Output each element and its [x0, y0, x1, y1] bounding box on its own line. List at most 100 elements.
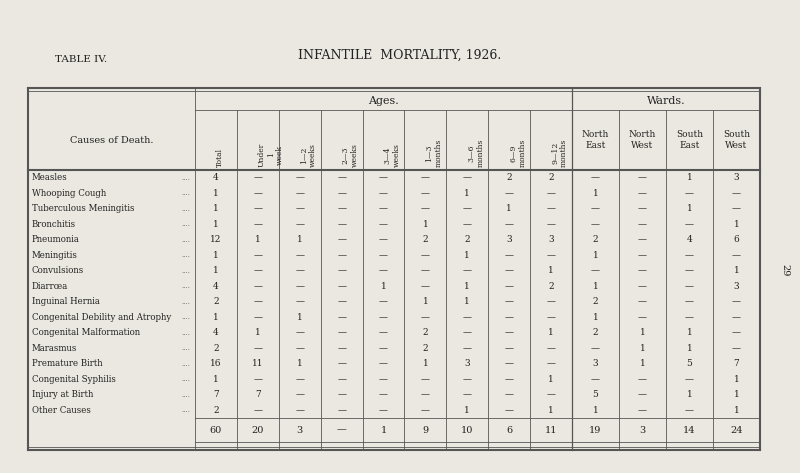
Text: 2: 2: [593, 328, 598, 337]
Text: —: —: [505, 297, 514, 306]
Text: 1: 1: [213, 375, 219, 384]
Text: —: —: [732, 297, 741, 306]
Text: 6—9
months: 6—9 months: [509, 139, 526, 167]
Text: 2: 2: [213, 406, 218, 415]
Text: 2: 2: [422, 328, 428, 337]
Text: —: —: [337, 266, 346, 275]
Text: 7: 7: [255, 390, 261, 399]
Text: —: —: [638, 390, 647, 399]
Text: —: —: [546, 359, 555, 368]
Text: 1: 1: [686, 390, 692, 399]
Text: ....: ....: [181, 189, 190, 197]
Text: 1: 1: [686, 328, 692, 337]
Text: —: —: [546, 313, 555, 322]
Text: 1: 1: [422, 297, 428, 306]
Text: —: —: [337, 426, 346, 435]
Text: —: —: [379, 297, 388, 306]
Text: —: —: [337, 328, 346, 337]
Text: —: —: [337, 313, 346, 322]
Text: —: —: [421, 266, 430, 275]
Text: —: —: [379, 375, 388, 384]
Text: 7: 7: [213, 390, 219, 399]
Text: —: —: [337, 344, 346, 353]
Text: 1—3
months: 1—3 months: [426, 139, 442, 167]
Text: —: —: [295, 390, 304, 399]
Text: —: —: [421, 406, 430, 415]
Text: 1: 1: [465, 189, 470, 198]
Text: 14: 14: [683, 426, 696, 435]
Text: 1: 1: [213, 204, 219, 213]
Text: 2: 2: [213, 297, 218, 306]
Text: —: —: [638, 266, 647, 275]
Text: Bronchitis: Bronchitis: [32, 220, 76, 229]
Text: 3: 3: [506, 235, 512, 244]
Text: 1: 1: [640, 359, 646, 368]
Text: 1: 1: [640, 328, 646, 337]
Text: —: —: [505, 266, 514, 275]
Text: 2: 2: [548, 282, 554, 291]
Text: 7: 7: [734, 359, 739, 368]
Text: —: —: [295, 344, 304, 353]
Text: ....: ....: [181, 344, 190, 352]
Text: Marasmus: Marasmus: [32, 344, 78, 353]
Text: —: —: [421, 251, 430, 260]
Text: —: —: [379, 344, 388, 353]
Text: —: —: [295, 189, 304, 198]
Text: —: —: [337, 235, 346, 244]
Text: —: —: [591, 204, 600, 213]
Text: —: —: [337, 297, 346, 306]
Text: —: —: [685, 313, 694, 322]
Text: 1: 1: [422, 220, 428, 229]
Text: —: —: [254, 189, 262, 198]
Text: —: —: [337, 375, 346, 384]
Text: —: —: [638, 235, 647, 244]
Text: 4: 4: [213, 282, 219, 291]
Text: —: —: [638, 282, 647, 291]
Text: —: —: [685, 375, 694, 384]
Text: 1: 1: [548, 375, 554, 384]
Text: —: —: [254, 251, 262, 260]
Text: 1: 1: [213, 251, 219, 260]
Text: —: —: [732, 313, 741, 322]
Text: Inguinal Hernia: Inguinal Hernia: [32, 297, 100, 306]
Text: —: —: [685, 251, 694, 260]
Text: —: —: [254, 297, 262, 306]
Text: ....: ....: [181, 236, 190, 244]
Text: 3: 3: [734, 173, 739, 182]
Text: 19: 19: [590, 426, 602, 435]
Text: —: —: [638, 220, 647, 229]
Text: 4: 4: [686, 235, 692, 244]
Text: —: —: [254, 204, 262, 213]
Text: ....: ....: [181, 375, 190, 383]
Text: —: —: [421, 204, 430, 213]
Text: Under
1
week: Under 1 week: [258, 143, 284, 167]
Text: —: —: [638, 173, 647, 182]
Text: 1: 1: [465, 282, 470, 291]
Text: Premature Birth: Premature Birth: [32, 359, 102, 368]
Text: 1: 1: [734, 390, 739, 399]
Text: 1: 1: [297, 359, 302, 368]
Text: 2: 2: [593, 235, 598, 244]
Text: Whooping Cough: Whooping Cough: [32, 189, 106, 198]
Text: —: —: [379, 189, 388, 198]
Text: —: —: [546, 204, 555, 213]
Text: Wards.: Wards.: [646, 96, 686, 106]
Text: Tuberculous Meningitis: Tuberculous Meningitis: [32, 204, 134, 213]
Text: —: —: [685, 282, 694, 291]
Text: Ages.: Ages.: [368, 96, 399, 106]
Text: —: —: [546, 251, 555, 260]
Text: —: —: [421, 189, 430, 198]
Text: North
East: North East: [582, 130, 609, 150]
Text: —: —: [732, 189, 741, 198]
Text: INFANTILE  MORTALITY, 1926.: INFANTILE MORTALITY, 1926.: [298, 49, 502, 61]
Text: —: —: [505, 344, 514, 353]
Text: —: —: [546, 220, 555, 229]
Text: —: —: [254, 173, 262, 182]
Text: TABLE IV.: TABLE IV.: [55, 55, 107, 64]
Text: 1: 1: [734, 220, 739, 229]
Text: 1: 1: [686, 173, 692, 182]
Text: 1: 1: [213, 266, 219, 275]
Text: 1: 1: [734, 375, 739, 384]
Text: 11: 11: [252, 359, 263, 368]
Text: Congenital Syphilis: Congenital Syphilis: [32, 375, 116, 384]
